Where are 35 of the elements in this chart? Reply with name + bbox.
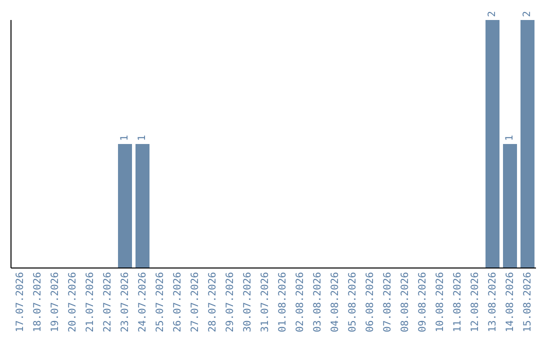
x-tick-label: 03.08.2026 <box>312 272 324 332</box>
x-tick-label: 09.08.2026 <box>417 272 428 332</box>
x-tick-label: 17.07.2026 <box>14 272 26 332</box>
data-label: 1 <box>137 134 148 141</box>
data-label: 1 <box>120 134 130 141</box>
x-tick-label: 20.07.2026 <box>67 272 78 332</box>
x-tick-label: 08.08.2026 <box>400 272 411 332</box>
x-tick-label: 10.08.2026 <box>434 272 446 332</box>
x-tick-label: 07.08.2026 <box>382 272 394 332</box>
x-tick-label: 23.07.2026 <box>120 272 131 332</box>
x-tick-label: 29.07.2026 <box>224 272 236 332</box>
data-label: 2 <box>522 10 533 17</box>
x-tick-label: 26.07.2026 <box>172 272 184 332</box>
x-tick-label: 31.07.2026 <box>260 272 271 332</box>
x-tick-label: 13.08.2026 <box>487 272 498 332</box>
x-tick-label: 18.07.2026 <box>32 272 44 332</box>
x-tick-label: 22.07.2026 <box>102 272 114 332</box>
x-tick-label: 04.08.2026 <box>330 272 341 332</box>
data-label: 1 <box>504 134 516 141</box>
x-tick-label: 05.08.2026 <box>347 272 358 332</box>
x-tick-label: 28.07.2026 <box>207 272 218 332</box>
x-tick-label: 24.07.2026 <box>137 272 148 332</box>
x-tick-label: 06.08.2026 <box>364 272 376 332</box>
x-tick-label: 21.07.2026 <box>84 272 96 332</box>
x-tick-label: 27.07.2026 <box>190 272 201 332</box>
x-tick-label: 15.08.2026 <box>522 272 534 332</box>
data-label: 2 <box>487 10 498 17</box>
x-tick-label: 14.08.2026 <box>504 272 516 332</box>
x-tick-label: 30.07.2026 <box>242 272 254 332</box>
x-tick-label: 19.07.2026 <box>50 272 61 332</box>
x-tick-label: 12.08.2026 <box>470 272 481 332</box>
x-tick-label: 01.08.2026 <box>277 272 288 332</box>
x-tick-label: 02.08.2026 <box>294 272 306 332</box>
x-tick-label: 11.08.2026 <box>452 272 464 332</box>
x-tick-label: 25.07.2026 <box>154 272 166 332</box>
